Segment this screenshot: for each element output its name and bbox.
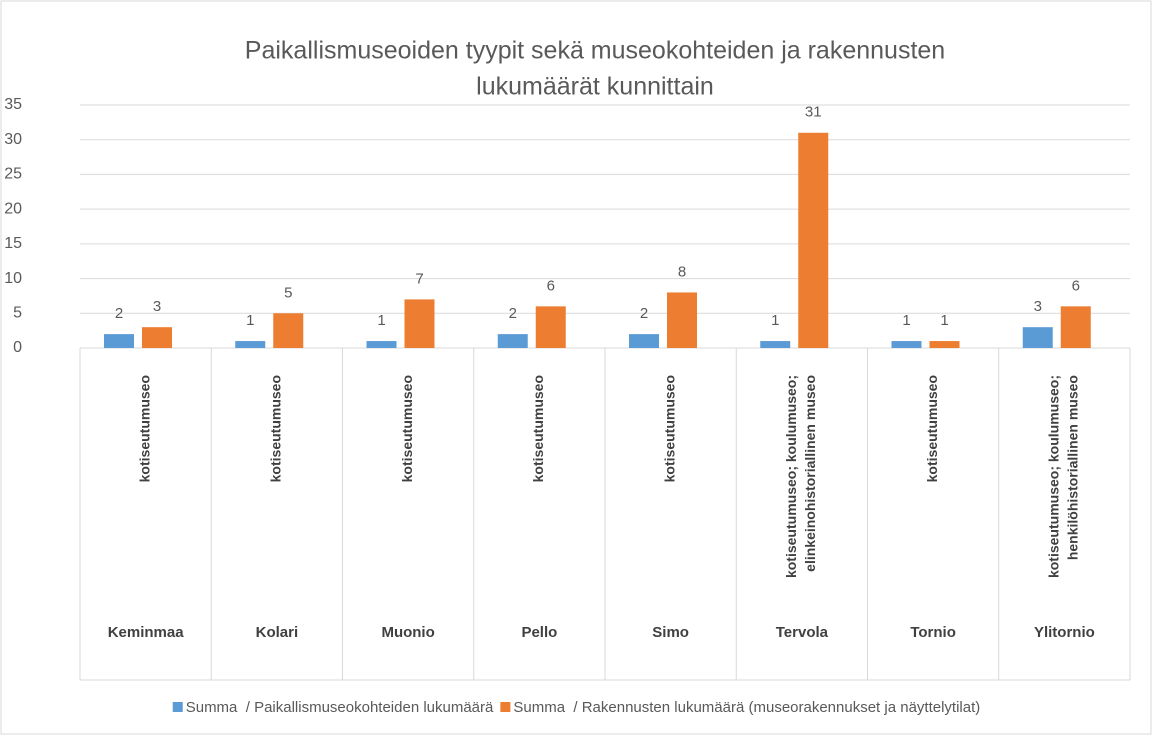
subcategory-label: henkilöhistoriallinen museo (1065, 375, 1081, 560)
subcategory-label: kotiseutumuseo; koulumuseo; (1046, 375, 1062, 578)
value-label: 3 (153, 298, 161, 315)
value-label: 6 (1072, 277, 1080, 294)
bar (535, 306, 566, 348)
value-label: 1 (246, 312, 254, 329)
bar (798, 132, 829, 348)
legend-swatch (500, 702, 511, 712)
bar (760, 341, 791, 348)
bar (667, 292, 697, 348)
subcategory-label: elinkeinohistoriallinen museo (802, 375, 818, 572)
bar (1060, 306, 1091, 348)
bar (104, 334, 134, 348)
bar (891, 341, 922, 348)
subcategory-label: kotiseutumuseo (268, 375, 284, 482)
chart-title: Paikallismuseoiden tyypit sekä museokoht… (245, 37, 945, 65)
x-tick-label: Keminmaa (108, 624, 185, 641)
value-label: 2 (509, 305, 517, 322)
bar (273, 313, 304, 348)
chart-title: lukumäärät kunnittain (476, 73, 714, 101)
x-tick-label: Simo (652, 624, 689, 641)
y-tick-label: 25 (4, 166, 22, 183)
y-tick-label: 35 (4, 96, 22, 113)
subcategory-label: kotiseutumuseo (399, 375, 415, 482)
legend-label: Summa / Rakennusten lukumäärä (museorake… (513, 699, 980, 716)
x-tick-label: Tervola (776, 624, 829, 641)
y-tick-label: 15 (4, 235, 22, 252)
x-tick-label: Ylitornio (1034, 624, 1095, 641)
bar (404, 299, 435, 348)
bar (235, 341, 266, 348)
subcategory-label: kotiseutumuseo; koulumuseo; (783, 375, 799, 578)
y-tick-label: 0 (13, 339, 22, 356)
bar (142, 327, 172, 348)
value-label: 1 (940, 312, 948, 329)
bar (1022, 327, 1053, 348)
value-label: 1 (902, 312, 910, 329)
bar (366, 341, 397, 348)
x-tick-label: Muonio (381, 624, 434, 641)
value-label: 8 (678, 263, 686, 280)
y-tick-label: 20 (4, 200, 22, 217)
bar (629, 334, 659, 348)
value-label: 3 (1034, 298, 1042, 315)
legend-label: Summa / Paikallismuseokohteiden lukumäär… (186, 699, 494, 716)
value-label: 5 (284, 284, 292, 301)
x-tick-label: Pello (521, 624, 557, 641)
bar (497, 334, 528, 348)
y-tick-label: 30 (4, 131, 22, 148)
value-label: 7 (415, 270, 423, 287)
subcategory-label: kotiseutumuseo (661, 375, 677, 482)
subcategory-label: kotiseutumuseo (530, 375, 546, 482)
value-label: 31 (805, 104, 822, 121)
value-label: 1 (771, 312, 779, 329)
value-label: 6 (547, 277, 555, 294)
y-tick-label: 5 (13, 305, 22, 322)
value-label: 2 (115, 305, 123, 322)
legend-swatch (172, 702, 183, 712)
subcategory-label: kotiseutumuseo (136, 375, 152, 482)
x-tick-label: Tornio (910, 624, 956, 641)
value-label: 1 (377, 312, 385, 329)
bar (929, 341, 960, 348)
value-label: 2 (640, 305, 648, 322)
y-tick-label: 10 (4, 270, 22, 287)
subcategory-label: kotiseutumuseo (924, 375, 940, 482)
x-tick-label: Kolari (256, 624, 299, 641)
